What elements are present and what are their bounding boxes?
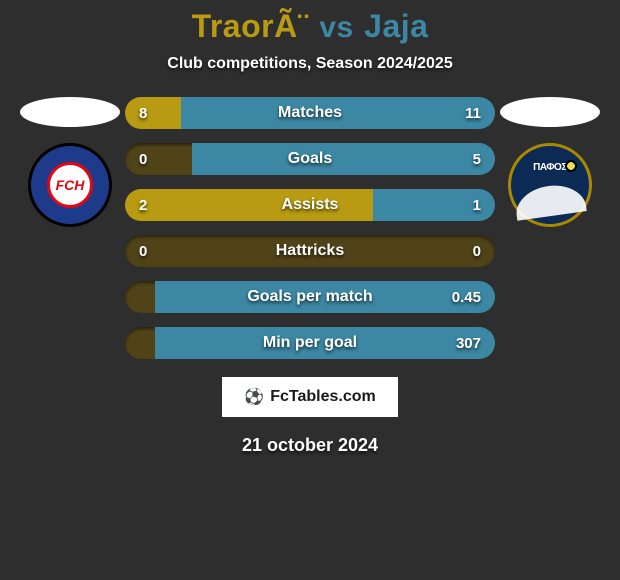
stat-bar: 0 Goals 5 <box>125 143 495 175</box>
bar-value-right: 307 <box>456 335 481 352</box>
bar-value-right: 11 <box>465 105 481 122</box>
bar-label: Hattricks <box>276 242 344 260</box>
stat-bar: 2 Assists 1 <box>125 189 495 221</box>
right-club-badge-label: ΠΑΦΟΣ <box>533 162 567 173</box>
right-club-badge-icon: ΠΑΦΟΣ <box>508 143 592 227</box>
page-title: TraorÃ¨ vs Jaja <box>192 8 429 45</box>
bar-fill-right <box>192 143 495 175</box>
right-side: ΠΑΦΟΣ <box>495 97 605 227</box>
stat-bar: 8 Matches 11 <box>125 97 495 129</box>
bar-label: Goals per match <box>247 288 372 306</box>
subtitle: Club competitions, Season 2024/2025 <box>167 55 452 73</box>
stat-bar: 0 Hattricks 0 <box>125 235 495 267</box>
bar-value-right: 5 <box>473 151 481 168</box>
bar-value-left: 0 <box>139 151 147 168</box>
vs-label: vs <box>319 11 353 44</box>
player1-name: TraorÃ¨ <box>192 8 309 44</box>
left-club-badge-label: FCH <box>47 162 93 208</box>
stat-bars: 8 Matches 11 0 Goals 5 2 Assists 1 0 Hattricks 0 Goa… <box>125 97 495 359</box>
bar-label: Goals <box>288 150 332 168</box>
bar-value-left: 2 <box>139 197 147 214</box>
right-flag-icon <box>500 97 600 127</box>
date-label: 21 october 2024 <box>242 435 378 456</box>
bar-label: Min per goal <box>263 334 357 352</box>
bar-label: Matches <box>278 104 342 122</box>
paphos-wave-icon <box>513 181 586 220</box>
stat-bar: Min per goal 307 <box>125 327 495 359</box>
player2-name: Jaja <box>364 8 428 44</box>
bar-value-right: 1 <box>473 197 481 214</box>
left-flag-icon <box>20 97 120 127</box>
bar-fill-left <box>125 97 181 129</box>
left-club-badge-icon: FCH <box>28 143 112 227</box>
bar-value-left: 0 <box>139 243 147 260</box>
bar-value-right: 0.45 <box>452 289 481 306</box>
watermark: ⚽ FcTables.com <box>222 377 397 417</box>
bar-label: Assists <box>282 196 339 214</box>
left-side: FCH <box>15 97 125 227</box>
bar-value-right: 0 <box>473 243 481 260</box>
comparison-content: FCH 8 Matches 11 0 Goals 5 2 Assists 1 0 Hattricks… <box>0 97 620 359</box>
stat-bar: Goals per match 0.45 <box>125 281 495 313</box>
watermark-text: FcTables.com <box>270 388 376 406</box>
paphos-ball-icon <box>565 160 577 172</box>
bar-value-left: 8 <box>139 105 147 122</box>
watermark-icon: ⚽ <box>244 387 264 407</box>
